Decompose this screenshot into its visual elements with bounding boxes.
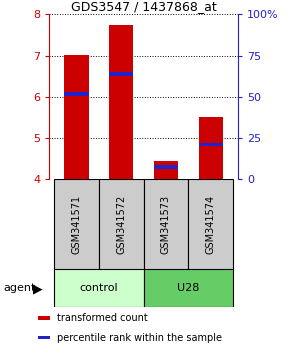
Text: GSM341573: GSM341573 bbox=[161, 195, 171, 254]
Bar bbox=[38, 316, 50, 320]
Text: control: control bbox=[79, 284, 118, 293]
Bar bbox=[144, 269, 233, 308]
Text: U28: U28 bbox=[177, 284, 200, 293]
Bar bbox=[199, 143, 223, 146]
Text: GSM341572: GSM341572 bbox=[116, 195, 126, 254]
Bar bbox=[154, 161, 178, 179]
Bar bbox=[188, 179, 233, 269]
Bar bbox=[199, 117, 223, 179]
Text: ▶: ▶ bbox=[33, 282, 43, 295]
Bar bbox=[109, 73, 133, 76]
Bar bbox=[109, 25, 133, 179]
Title: GDS3547 / 1437868_at: GDS3547 / 1437868_at bbox=[71, 0, 216, 13]
Text: agent: agent bbox=[3, 284, 35, 293]
Bar bbox=[64, 92, 88, 96]
Text: GSM341571: GSM341571 bbox=[71, 195, 81, 254]
Bar bbox=[38, 336, 50, 339]
Bar bbox=[54, 269, 144, 308]
Text: transformed count: transformed count bbox=[57, 313, 148, 323]
Text: percentile rank within the sample: percentile rank within the sample bbox=[57, 332, 222, 343]
Bar bbox=[144, 179, 189, 269]
Bar bbox=[54, 179, 99, 269]
Text: GSM341574: GSM341574 bbox=[206, 195, 216, 254]
Bar bbox=[99, 179, 144, 269]
Bar bbox=[64, 55, 88, 179]
Bar bbox=[154, 165, 178, 169]
